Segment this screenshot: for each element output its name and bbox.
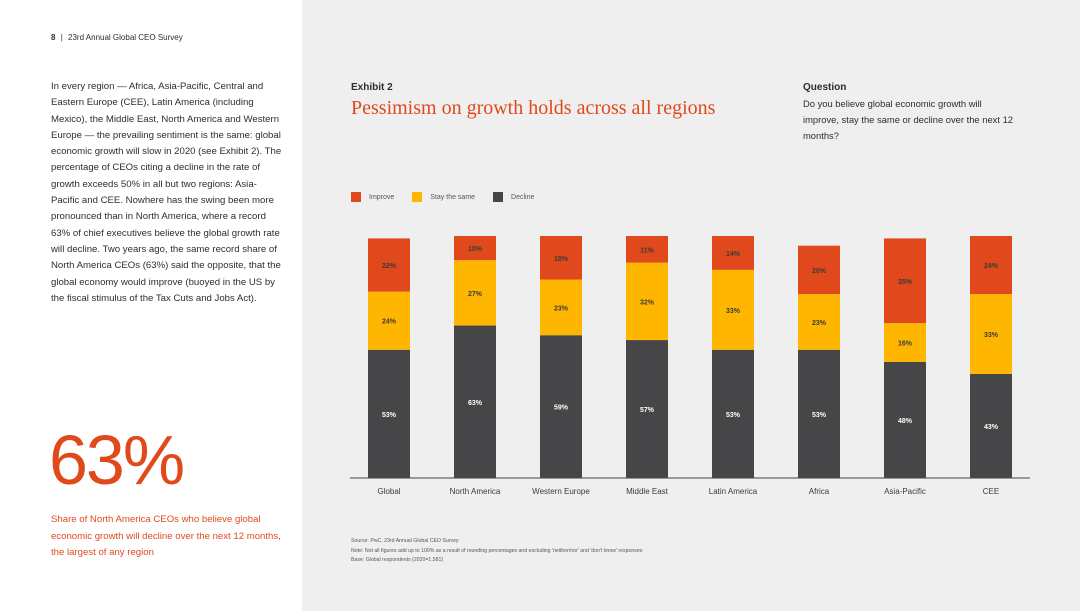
data-label-middle-east-improve: 11% <box>640 247 654 254</box>
data-label-middle-east-decline: 57% <box>640 407 655 414</box>
data-label-latin-america-decline: 53% <box>726 412 741 419</box>
legend-swatch-stay <box>412 192 423 202</box>
legend-item-stay: Stay the same <box>412 192 475 202</box>
bar-middle-east-decline <box>626 340 668 478</box>
bar-cee-stay-the-same <box>970 294 1012 374</box>
bar-africa-stay-the-same <box>798 294 840 350</box>
category-label-western-europe: Western Europe <box>532 487 590 496</box>
bar-middle-east-improve <box>626 236 668 263</box>
data-label-cee-decline: 43% <box>984 424 999 431</box>
exhibit-label: Exhibit 2 <box>351 82 393 93</box>
category-label-global: Global <box>377 487 400 496</box>
footnote-note: Note: Not all figures add up to 100% as … <box>351 547 643 554</box>
data-label-north-america-stay-the-same: 27% <box>468 291 483 298</box>
footnote-base: Base: Global respondents (2020=1,581) <box>351 557 444 563</box>
bar-latin-america-improve <box>712 236 754 270</box>
highlight-caption: Share of North America CEOs who believe … <box>51 514 281 558</box>
bar-western-europe-improve <box>540 236 582 280</box>
bar-western-europe-decline <box>540 335 582 478</box>
footnotes: Source: PwC, 23rd Annual Global CEO Surv… <box>351 537 642 566</box>
bar-global-decline <box>368 349 410 478</box>
bar-africa-decline <box>798 349 840 478</box>
legend-swatch-decline <box>493 192 504 202</box>
data-label-western-europe-decline: 59% <box>554 405 569 412</box>
data-label-western-europe-stay-the-same: 23% <box>554 305 569 312</box>
bar-global-stay-the-same <box>368 291 410 350</box>
bar-africa-improve <box>798 245 840 295</box>
bar-north-america-improve <box>454 236 496 261</box>
header-separator: | <box>60 33 63 42</box>
legend-item-improve: Improve <box>351 192 394 202</box>
category-label-asia-pacific: Asia-Pacific <box>884 487 926 496</box>
exhibit-title: Pessimism on growth holds across all reg… <box>351 97 716 119</box>
bar-asia-pacific-stay-the-same <box>884 323 926 362</box>
legend-label-decline: Decline <box>511 193 535 201</box>
exhibit-panel <box>302 0 1080 611</box>
bar-north-america-decline <box>454 325 496 478</box>
data-label-cee-stay-the-same: 33% <box>984 332 999 339</box>
data-label-africa-stay-the-same: 23% <box>812 320 827 327</box>
category-label-north-america: North America <box>450 487 501 496</box>
data-label-north-america-decline: 63% <box>468 400 483 407</box>
bar-cee-decline <box>970 373 1012 478</box>
bar-asia-pacific-decline <box>884 361 926 478</box>
data-label-global-decline: 53% <box>382 412 397 419</box>
question-label: Question <box>803 82 847 93</box>
data-label-global-improve: 22% <box>382 263 397 270</box>
question-text: Do you believe global economic growth wi… <box>803 98 1014 141</box>
data-label-latin-america-improve: 14% <box>726 251 741 258</box>
bar-asia-pacific-improve <box>884 238 926 324</box>
text-panel <box>0 0 302 611</box>
category-label-latin-america: Latin America <box>709 487 758 496</box>
bar-western-europe-stay-the-same <box>540 279 582 336</box>
chart-legend: Improve Stay the same Decline <box>351 192 552 202</box>
data-label-north-america-improve: 10% <box>468 246 483 253</box>
data-label-asia-pacific-improve: 35% <box>898 279 913 286</box>
body-paragraph: In every region — Africa, Asia-Pacific, … <box>51 81 282 304</box>
bar-latin-america-decline <box>712 349 754 478</box>
data-label-asia-pacific-decline: 48% <box>898 418 913 425</box>
data-label-cee-improve: 24% <box>984 263 999 270</box>
highlight-stat: 63% <box>49 421 185 499</box>
bar-latin-america-stay-the-same <box>712 269 754 350</box>
page-header: 8 | 23rd Annual Global CEO Survey <box>51 33 183 42</box>
data-label-global-stay-the-same: 24% <box>382 319 397 326</box>
legend-label-improve: Improve <box>369 193 395 201</box>
bar-north-america-stay-the-same <box>454 260 496 326</box>
bar-global-improve <box>368 238 410 292</box>
stacked-bar-chart: 53% 24% 22% Global 63% 27% 10% North America 59%… <box>350 236 1030 496</box>
data-label-western-europe-improve: 18% <box>554 256 569 263</box>
legend-swatch-improve <box>351 192 361 202</box>
legend-item-decline: Decline <box>493 192 534 202</box>
bar-cee-improve <box>970 236 1012 295</box>
page-number: 8 <box>51 33 56 42</box>
document-title: 23rd Annual Global CEO Survey <box>68 33 183 42</box>
data-label-africa-decline: 53% <box>812 412 827 419</box>
footnote-source: Source: PwC, 23rd Annual Global CEO Surv… <box>351 538 459 544</box>
data-label-asia-pacific-stay-the-same: 16% <box>898 340 913 347</box>
data-label-latin-america-stay-the-same: 33% <box>726 308 741 315</box>
legend-label-stay: Stay the same <box>430 193 476 201</box>
category-label-cee: CEE <box>983 487 999 496</box>
category-label-middle-east: Middle East <box>626 487 669 496</box>
bar-middle-east-stay-the-same <box>626 262 668 341</box>
data-label-middle-east-stay-the-same: 32% <box>640 299 655 306</box>
category-label-africa: Africa <box>809 487 830 496</box>
data-label-africa-improve: 20% <box>812 268 827 275</box>
